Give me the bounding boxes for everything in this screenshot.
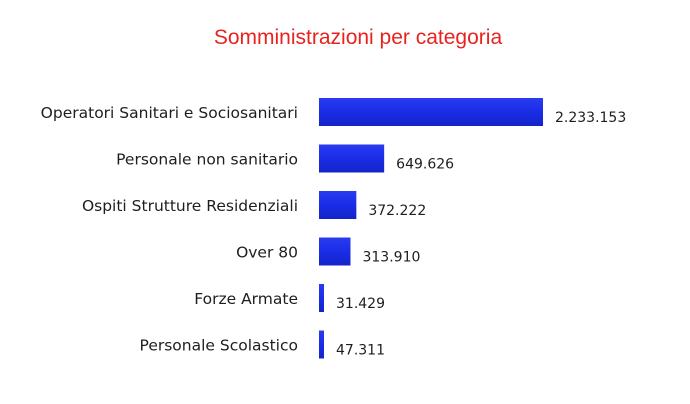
value-label: 47.311 xyxy=(336,343,385,359)
value-label: 372.222 xyxy=(368,203,426,219)
category-label: Over 80 xyxy=(236,244,298,262)
bar xyxy=(319,330,324,359)
value-label: 649.626 xyxy=(396,157,454,173)
value-label: 313.910 xyxy=(362,250,420,266)
bar xyxy=(319,284,324,312)
chart-title: Somministrazioni per categoria xyxy=(214,26,503,49)
value-label: 2.233.153 xyxy=(555,110,626,126)
category-labels-group: Operatori Sanitari e Sociosanitari Person… xyxy=(41,104,298,355)
category-label: Personale non sanitario xyxy=(116,151,298,169)
bar xyxy=(319,237,351,266)
category-label: Ospiti Strutture Residenziali xyxy=(82,197,298,215)
bars-group xyxy=(319,98,543,359)
category-label: Personale Scolastico xyxy=(140,337,298,355)
bar xyxy=(319,144,385,173)
value-label: 31.429 xyxy=(336,296,385,312)
value-labels-group: 2.233.153 649.626 372.222 313.910 31.429 47.3… xyxy=(336,110,626,359)
bar xyxy=(319,191,357,219)
bar xyxy=(319,98,543,126)
category-label: Operatori Sanitari e Sociosanitari xyxy=(41,104,298,122)
category-label: Forze Armate xyxy=(194,290,298,308)
